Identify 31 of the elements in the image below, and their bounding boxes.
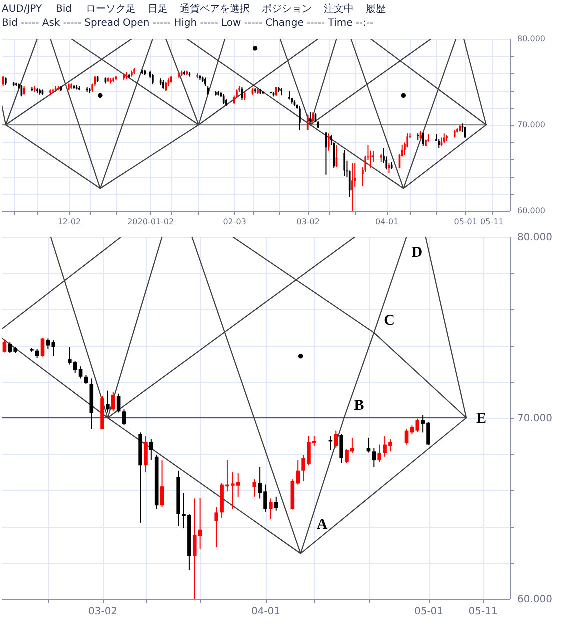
x-tick-label: 04-01 — [251, 606, 281, 618]
x-tick-label: 05-11 — [468, 606, 498, 618]
text: Bid — [56, 4, 72, 15]
y-tick-label: 80.000 — [518, 232, 552, 244]
y-tick-label: 60.000 — [518, 594, 552, 606]
text: 通貨ペアを選択 — [180, 3, 250, 15]
x-tick-label: 03-02 — [88, 606, 118, 618]
x-tick-label: 05-01 — [454, 218, 478, 226]
x-tick-label: 05-01 — [414, 606, 444, 618]
x-tick-label: 05-11 — [480, 218, 504, 226]
text: ローソク足 — [86, 4, 136, 15]
x-tick-label: 2020-01-02 — [128, 218, 174, 226]
x-tick-label: 12-02 — [58, 218, 82, 226]
annotation: B — [354, 398, 364, 414]
y-tick-label: 80.000 — [518, 34, 546, 44]
text: 注文中 — [324, 3, 354, 15]
x-tick-label: 03-02 — [296, 218, 320, 226]
x-tick-label: 04-01 — [375, 218, 399, 226]
text: Bid ----- Ask ----- Spread Open ----- High ----- Low ----- Change ----- Time --:-- — [2, 18, 374, 29]
annotation: C — [384, 312, 396, 329]
text: 履歴 — [366, 4, 386, 15]
annotation: D — [412, 245, 423, 261]
y-tick-label: 70.000 — [518, 414, 552, 424]
y-tick-label: 70.000 — [518, 120, 546, 130]
text: ポジション — [262, 4, 312, 15]
y-tick-label: 60.000 — [518, 206, 546, 216]
text: AUD/JPY — [2, 4, 43, 15]
annotation: A — [316, 516, 328, 533]
x-tick-label: 02-03 — [223, 218, 246, 226]
text: 日足 — [148, 4, 168, 15]
annotation: E — [476, 411, 487, 427]
